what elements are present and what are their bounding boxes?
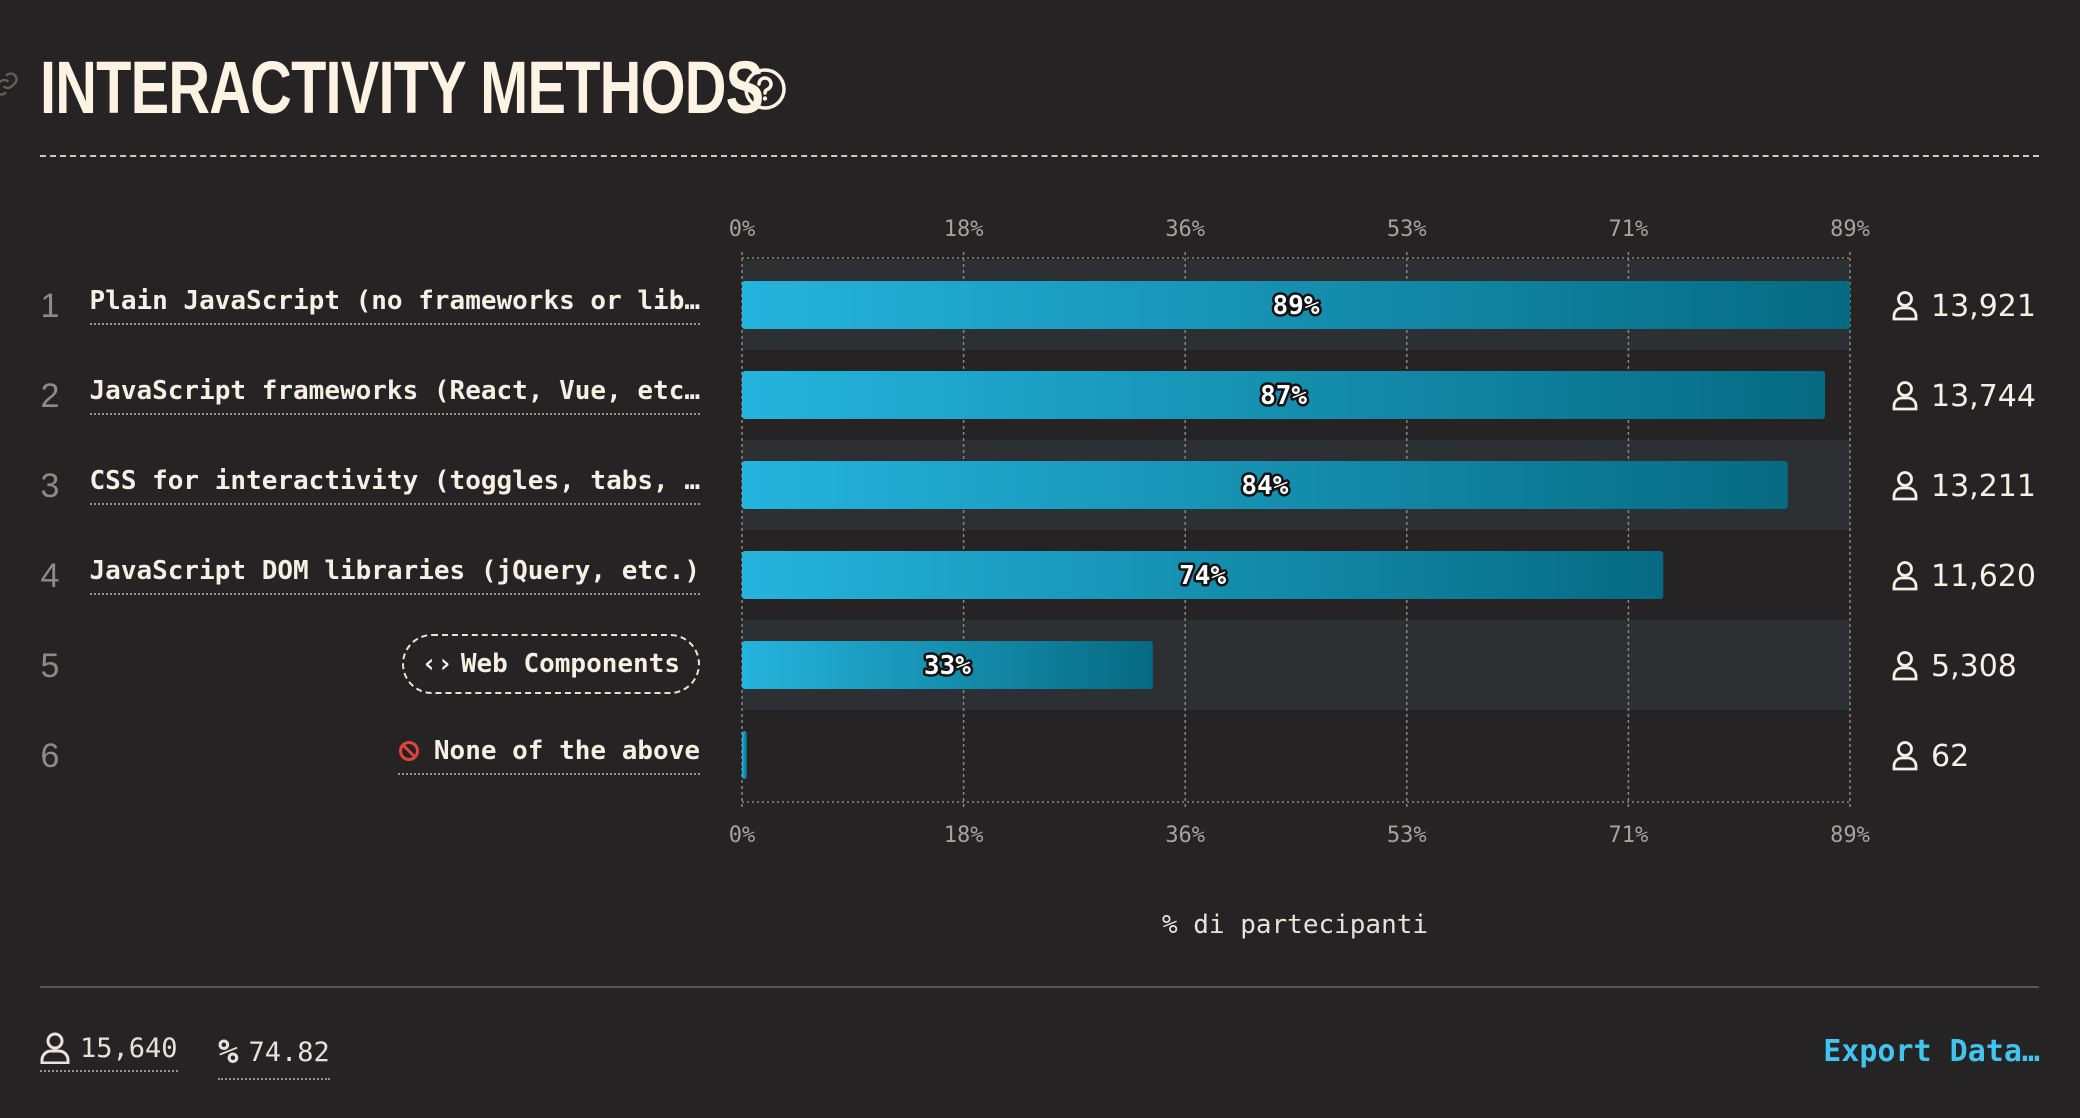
respondents-count: 15,640 xyxy=(80,1032,178,1064)
bar[interactable] xyxy=(742,281,1850,329)
rank-number: 4 xyxy=(41,557,60,595)
category-text: CSS for interactivity (toggles, tabs, … xyxy=(89,466,700,496)
bar-value-label: 84% xyxy=(1241,471,1288,501)
user-icon xyxy=(1892,561,1918,591)
no-entry-icon xyxy=(398,741,419,761)
bar[interactable] xyxy=(742,731,747,779)
user-icon xyxy=(40,1032,70,1064)
category-label[interactable]: JavaScript frameworks (React, Vue, etc… xyxy=(89,371,700,415)
category-text: Web Components xyxy=(460,649,680,679)
user-icon xyxy=(1892,651,1918,681)
footer-divider xyxy=(40,986,2039,988)
x-tick-label: 36% xyxy=(1165,217,1205,242)
respondent-count: 62 xyxy=(1931,739,1969,774)
percentage-value: 74.82 xyxy=(248,1036,330,1068)
percent-icon: % xyxy=(218,1032,239,1072)
export-data-button[interactable]: Export Data… xyxy=(1823,1034,2040,1069)
bar[interactable] xyxy=(742,371,1826,419)
x-tick-label: 18% xyxy=(944,823,984,848)
respondent-count: 13,744 xyxy=(1931,379,2036,414)
percentage-stat[interactable]: % 74.82 xyxy=(218,1032,330,1080)
x-tick-label: 71% xyxy=(1609,217,1649,242)
bar[interactable] xyxy=(742,551,1664,599)
respondent-count: 11,620 xyxy=(1931,559,2036,594)
category-label[interactable]: ‹› Web Components xyxy=(401,634,700,694)
rank-number: 2 xyxy=(41,377,60,415)
rank-number: 3 xyxy=(41,467,60,505)
category-label[interactable]: JavaScript DOM libraries (jQuery, etc.) xyxy=(89,551,700,595)
x-tick-label: 36% xyxy=(1165,823,1205,848)
help-icon[interactable] xyxy=(742,66,788,112)
bar-value-label: 89% xyxy=(1273,291,1320,321)
x-tick-label: 53% xyxy=(1387,823,1427,848)
x-tick-label: 0% xyxy=(729,217,756,242)
bar-value-label: 87% xyxy=(1260,381,1307,411)
bar-value-label: 74% xyxy=(1179,561,1226,591)
code-icon: ‹› xyxy=(421,649,453,679)
user-icon xyxy=(1892,471,1918,501)
x-tick-label: 89% xyxy=(1830,217,1870,242)
respondent-count: 13,211 xyxy=(1931,469,2036,504)
x-tick-label: 0% xyxy=(729,823,756,848)
user-icon xyxy=(1892,381,1918,411)
category-label[interactable]: None of the above xyxy=(397,731,700,775)
category-text: JavaScript DOM libraries (jQuery, etc.) xyxy=(89,556,700,586)
rank-number: 1 xyxy=(41,287,60,325)
rank-number: 5 xyxy=(41,647,60,685)
respondent-count: 13,921 xyxy=(1931,289,2036,324)
header-divider xyxy=(40,155,2039,157)
x-tick-label: 18% xyxy=(944,217,984,242)
bar[interactable] xyxy=(742,641,1153,689)
user-icon xyxy=(1892,741,1918,771)
bar[interactable] xyxy=(742,461,1788,509)
category-label[interactable]: CSS for interactivity (toggles, tabs, … xyxy=(89,461,700,505)
rank-number: 6 xyxy=(41,737,60,775)
x-tick-label: 53% xyxy=(1387,217,1427,242)
category-text: None of the above xyxy=(433,736,700,766)
x-axis-title: % di partecipanti xyxy=(1162,910,1428,940)
category-text: Plain JavaScript (no frameworks or lib… xyxy=(89,286,700,316)
page-title: INTERACTIVITY METHODS xyxy=(40,46,764,129)
user-icon xyxy=(1892,291,1918,321)
respondents-stat[interactable]: 15,640 xyxy=(40,1032,178,1072)
x-tick-label: 71% xyxy=(1609,823,1649,848)
category-label[interactable]: Plain JavaScript (no frameworks or lib… xyxy=(89,281,700,325)
category-text: JavaScript frameworks (React, Vue, etc… xyxy=(89,376,700,406)
link-icon[interactable] xyxy=(0,70,20,98)
respondent-count: 5,308 xyxy=(1931,649,2017,684)
x-tick-label: 89% xyxy=(1830,823,1870,848)
bar-value-label: 33% xyxy=(924,651,971,681)
bar-chart: 89% 87% 84% 74% 33% 0% 0% 18% 18% 36% 36% 53% 53% 71… xyxy=(41,217,2036,940)
